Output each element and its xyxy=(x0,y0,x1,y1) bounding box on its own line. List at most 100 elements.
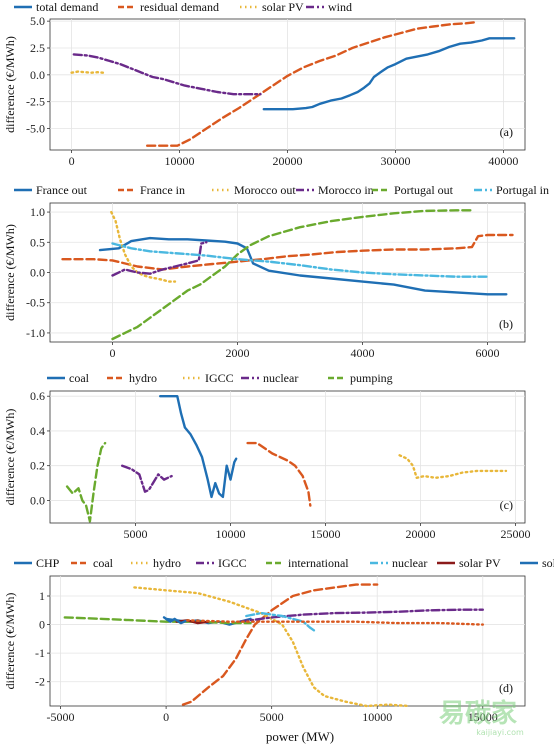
chart-panel-1: 0 10000 20000 30000 40000 -5.0 -2.5 0.0 2.5 5.0to… xyxy=(3,0,526,168)
legend-label: Morocco in xyxy=(318,183,374,197)
legend-label: IGCC xyxy=(205,371,234,385)
x-tick-label: 10000 xyxy=(362,710,392,724)
y-tick-label: 0.0 xyxy=(30,266,45,280)
chart-panel-4: -5000 0 5000 10000 15000 -2 -1 0 1 CHP coal hydro IG… xyxy=(3,556,554,724)
series-line-coal xyxy=(181,583,379,706)
series-line-wind xyxy=(72,53,262,96)
series-line-portugal-out xyxy=(111,209,474,341)
y-tick-label: 0.4 xyxy=(30,424,45,438)
legend-label: coal xyxy=(93,556,114,570)
series-line-pumping xyxy=(65,441,107,523)
plot-area xyxy=(49,390,526,524)
y-tick-label: 0.6 xyxy=(30,389,45,403)
series-line-france-in xyxy=(61,233,514,271)
legend-label: pumping xyxy=(350,371,393,385)
x-tick-label: 30000 xyxy=(380,154,410,168)
y-axis-label: difference (€/MWh) xyxy=(3,409,17,506)
x-axis-label: power (MW) xyxy=(266,729,334,744)
x-tick-label: 4000 xyxy=(351,346,375,360)
y-tick-label: -0.5 xyxy=(26,296,45,310)
legend-label: Portugal in xyxy=(496,183,549,197)
y-tick-label: -1 xyxy=(35,646,45,660)
x-tick-label: 10000 xyxy=(216,527,246,541)
y-tick-label: 1 xyxy=(39,589,45,603)
legend-label: wind xyxy=(328,0,352,14)
y-tick-label: 1.0 xyxy=(30,205,45,219)
legend-label: coal xyxy=(69,371,90,385)
x-tick-label: 15000 xyxy=(468,710,498,724)
x-tick-label: 0 xyxy=(110,346,116,360)
y-axis-label: difference (€/MWh) xyxy=(3,36,17,133)
series-line-morocco-in xyxy=(111,241,208,277)
legend-label: CHP xyxy=(36,556,60,570)
y-tick-label: -1.0 xyxy=(26,326,45,340)
legend-label: total demand xyxy=(36,0,98,14)
y-tick-label: 5.0 xyxy=(30,14,45,28)
legend-label: residual demand xyxy=(140,0,219,14)
y-tick-label: 2.5 xyxy=(30,41,45,55)
legend-label: international xyxy=(288,556,349,570)
series-line-hydro xyxy=(246,441,312,507)
series-line-total-demand xyxy=(262,37,516,111)
x-tick-label: -5000 xyxy=(47,710,75,724)
x-tick-label: 15000 xyxy=(311,527,341,541)
y-axis-label: difference (€/MWh) xyxy=(3,593,17,690)
y-tick-label: -2 xyxy=(35,675,45,689)
legend-label: hydro xyxy=(153,556,181,570)
x-tick-label: 5000 xyxy=(124,527,148,541)
y-tick-label: 0.5 xyxy=(30,235,45,249)
y-tick-label: 0.0 xyxy=(30,68,45,82)
legend-label: France out xyxy=(36,183,88,197)
series-line-hydro xyxy=(133,586,411,708)
panel-label: (a) xyxy=(500,125,513,139)
x-tick-label: 5000 xyxy=(260,710,284,724)
x-tick-label: 10000 xyxy=(165,154,195,168)
legend-label: solar PV xyxy=(459,556,501,570)
legend-label: IGCC xyxy=(218,556,247,570)
x-tick-label: 0 xyxy=(163,710,169,724)
series-line-morocco-out xyxy=(110,210,177,283)
x-tick-label: 6000 xyxy=(476,346,500,360)
series-line-france-out xyxy=(98,236,508,296)
y-tick-label: 0.0 xyxy=(30,493,45,507)
series-line-portugal-in xyxy=(111,242,489,278)
series-line-solar-thermal xyxy=(162,616,189,625)
x-tick-label: 0 xyxy=(69,154,75,168)
legend-label: nuclear xyxy=(263,371,298,385)
series-line-nuclear xyxy=(245,611,316,632)
legend-label: solar thermal xyxy=(542,556,554,570)
watermark-url: kaijiayi.com xyxy=(476,728,524,737)
y-tick-label: -2.5 xyxy=(26,95,45,109)
watermark-logo: 易碳家 xyxy=(439,698,517,729)
series-line-solar-pv xyxy=(175,619,210,625)
legend-label: France in xyxy=(140,183,185,197)
panel-label: (b) xyxy=(499,317,513,331)
legend-label: nuclear xyxy=(392,556,427,570)
series-line-nuclear xyxy=(120,464,173,493)
panel-label: (c) xyxy=(500,498,513,512)
series-line-international xyxy=(63,616,252,625)
series-line-residual-demand xyxy=(145,21,478,147)
y-tick-label: -5.0 xyxy=(26,122,45,136)
y-axis-label: difference (€/MWh) xyxy=(3,224,17,321)
x-tick-label: 25000 xyxy=(501,527,531,541)
x-tick-label: 20000 xyxy=(406,527,436,541)
legend-label: Portugal out xyxy=(394,183,454,197)
chart-panel-3: 5000 10000 15000 20000 25000 0.0 0.2 0.4 0.6 coal… xyxy=(3,371,531,541)
legend-label: Morocco out xyxy=(234,183,296,197)
chart-panel-2: 0 2000 4000 6000 -1.0 -0.5 0.0 0.5 1.0 France out… xyxy=(3,183,549,360)
x-tick-label: 20000 xyxy=(273,154,303,168)
series-line-igcc xyxy=(398,454,508,479)
x-tick-label: 2000 xyxy=(226,346,250,360)
panel-label: (d) xyxy=(499,681,513,695)
y-tick-label: 0 xyxy=(39,618,45,632)
plot-area xyxy=(49,575,526,707)
y-tick-label: 0.2 xyxy=(30,459,45,473)
legend-label: solar PV xyxy=(262,0,304,14)
series-line-coal xyxy=(158,395,238,499)
legend-label: hydro xyxy=(129,371,157,385)
x-tick-label: 40000 xyxy=(488,154,518,168)
series-line-solar-pv xyxy=(70,70,105,74)
series-line-wind xyxy=(185,619,484,626)
